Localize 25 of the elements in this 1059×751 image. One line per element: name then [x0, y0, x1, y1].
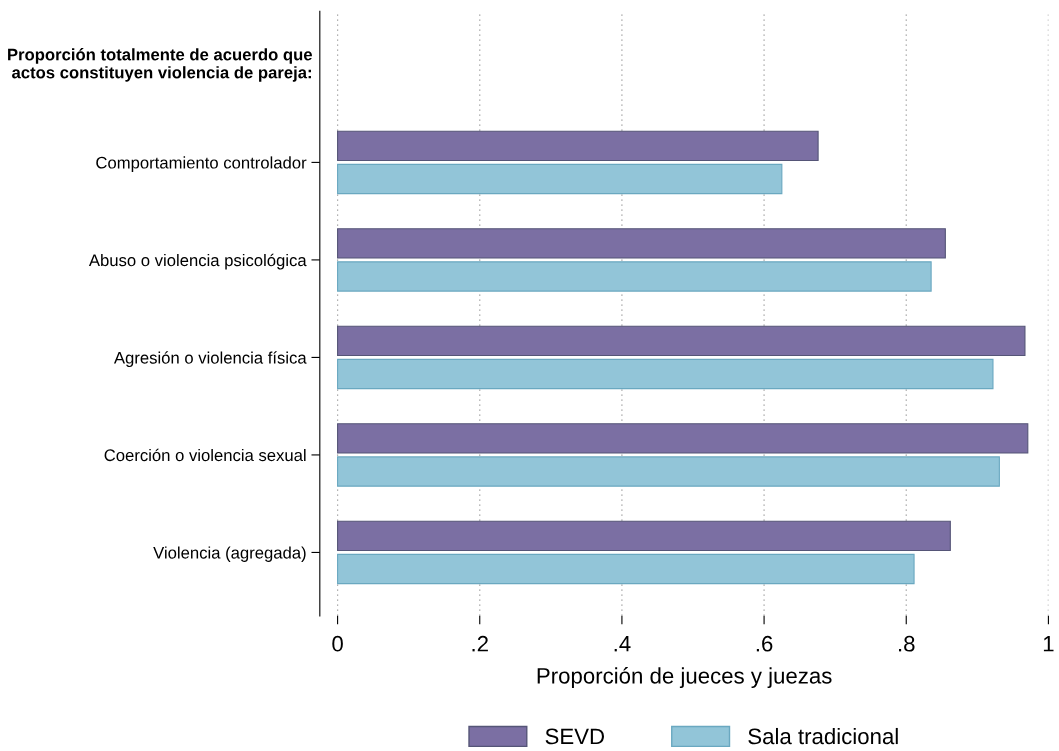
- x-axis-title: Proporción de jueces y juezas: [537, 667, 832, 689]
- bar: [337, 358, 994, 390]
- bar: [337, 325, 1026, 357]
- bar: [337, 163, 783, 195]
- bar: [337, 228, 946, 259]
- y-tick-label: Agresión o violencia física: [113, 351, 307, 368]
- x-tick-label: .8: [899, 635, 915, 652]
- legend-label: SEVD: [545, 728, 605, 745]
- x-tick-label: .2: [472, 635, 488, 652]
- x-tick-label: .4: [614, 636, 631, 652]
- bar: [337, 520, 951, 552]
- x-tick-label: 1: [1043, 636, 1054, 652]
- bar: [337, 553, 915, 585]
- y-tick-label: Coerción o violencia sexual: [104, 448, 306, 462]
- y-tick-label: Abuso o violencia psicológica: [88, 253, 307, 270]
- bar: [337, 423, 1029, 454]
- y-tick-label: Comportamiento controlador: [96, 156, 307, 172]
- bar: [337, 456, 1000, 487]
- bar: [337, 261, 932, 292]
- x-tick-label: .6: [756, 635, 773, 652]
- y-tick-label: Violencia (agregada): [153, 546, 306, 562]
- bar: [337, 130, 819, 162]
- x-tick-label: 0: [332, 635, 343, 652]
- text: Proporción totalmente de acuerdo que actos constituyen violencia de pareja:: [8, 48, 312, 82]
- legend-label: Sala tradicional: [748, 727, 898, 745]
